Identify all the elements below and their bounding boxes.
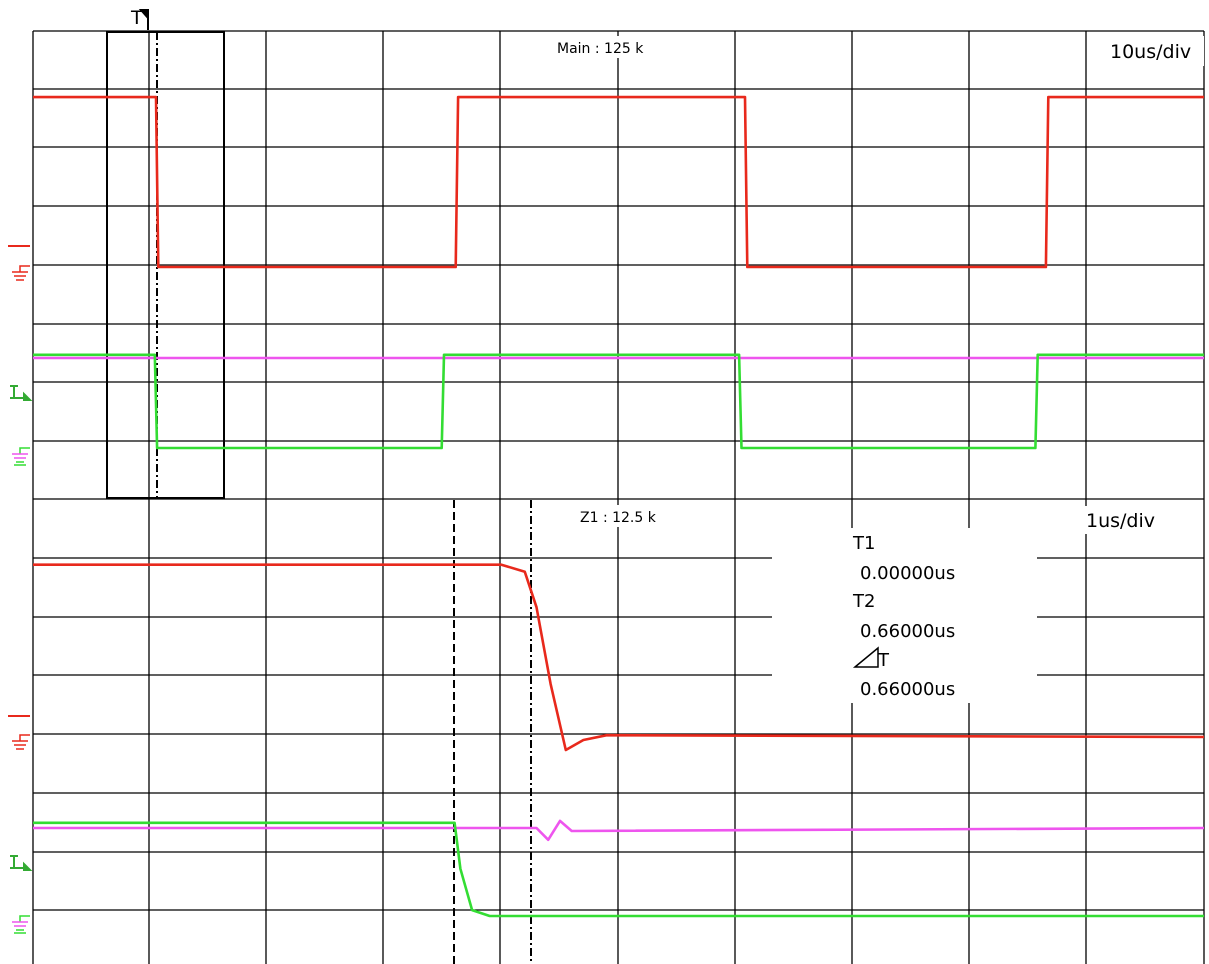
t2-label: T2 (852, 591, 875, 612)
dt-value: 0.66000us (860, 679, 955, 700)
ch1-ground-icon-main (12, 265, 30, 281)
zoom-ch1-trace (33, 563, 1205, 752)
dt-label: T (877, 650, 890, 671)
main-ch3-trace (33, 353, 1204, 450)
zoom-window-box (106, 31, 225, 499)
ch2-ch3-ground-icon-main (12, 447, 30, 466)
t1-value: 0.00000us (860, 563, 955, 584)
zoom-ch2-trace (33, 819, 1205, 842)
ch3-trigger-icon-zoom (10, 855, 33, 871)
zoom-ch3-trace (33, 821, 1204, 918)
ch1-ground-icon-zoom (12, 734, 30, 750)
trigger-marker-icon (138, 9, 149, 30)
t2-value: 0.66000us (860, 621, 955, 642)
ch2-ch3-ground-icon-zoom (12, 915, 30, 934)
zoom1-label: Z1 : 12.5 k (580, 510, 657, 526)
trigger-marker-label: T (130, 7, 143, 29)
cursor-readout-panel (772, 528, 1037, 703)
main-zoom-label: Main : 125 k (557, 41, 644, 57)
zoom1-timebase: 1us/div (1086, 510, 1155, 532)
main-ch1-trace (33, 95, 1204, 269)
t1-label: T1 (852, 533, 875, 554)
traces (33, 95, 1205, 918)
delta-icon (852, 646, 879, 668)
ch3-trigger-icon-main (10, 385, 33, 401)
main-timebase: 10us/div (1110, 41, 1191, 63)
